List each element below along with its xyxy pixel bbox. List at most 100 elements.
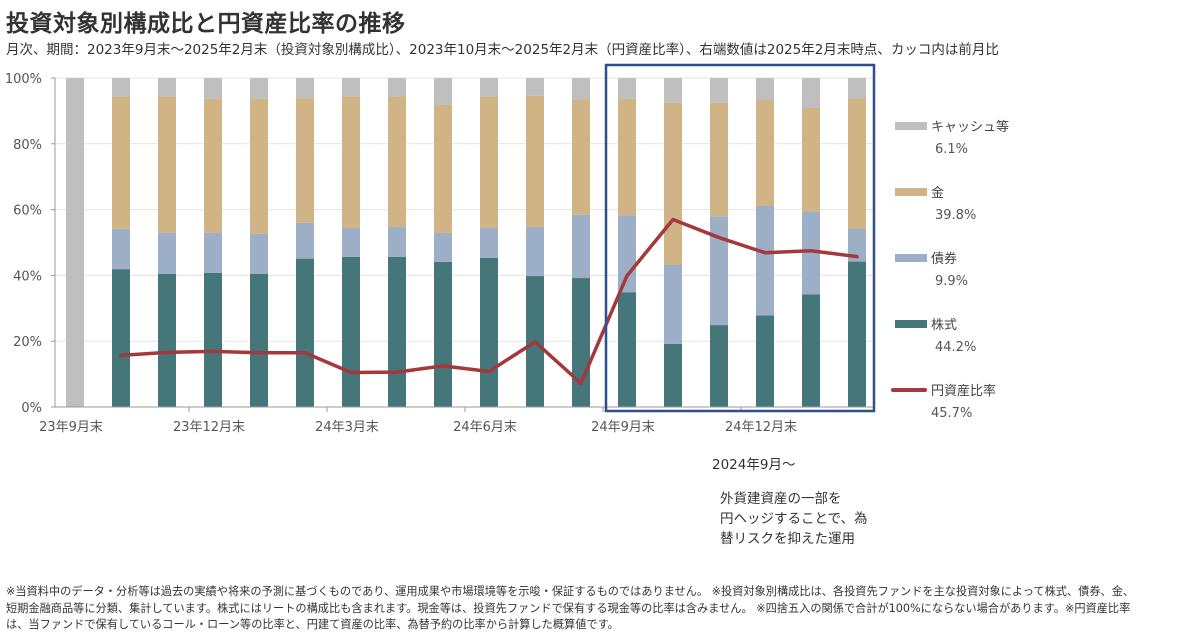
legend-label: 円資産比率 — [931, 383, 996, 399]
chart-title: 投資対象別構成比と円資産比率の推移 — [6, 11, 406, 37]
legend-swatch — [895, 320, 927, 328]
bar-segment — [480, 257, 498, 407]
bar-segment — [388, 227, 406, 257]
bar-segment — [802, 294, 820, 407]
x-tick-label: 24年6月末 — [453, 420, 517, 435]
bar-segment — [204, 98, 222, 233]
footnote-line: は、当ファンドで保有しているコール・ローン等の比率と、円建て資産の比率、為替予約… — [6, 618, 619, 631]
legend-value: 39.8% — [935, 208, 976, 223]
annotation-heading: 2024年9月～ — [712, 457, 796, 473]
bar-segment — [572, 99, 590, 215]
bar-segment — [802, 107, 820, 212]
bar-segment — [480, 78, 498, 97]
bar-segment — [434, 104, 452, 233]
bar-segment — [434, 261, 452, 407]
legend-value: 6.1% — [935, 142, 968, 157]
bar-segment — [434, 78, 452, 105]
bar-segment — [710, 216, 728, 326]
bar-segment — [250, 78, 268, 99]
bar-segment — [158, 96, 176, 233]
bar-segment — [756, 78, 774, 101]
y-axis: 0% 20% 40% 60% 80% 100% — [5, 72, 56, 416]
x-tick-label: 24年3月末 — [315, 420, 379, 435]
bar-segment — [664, 264, 682, 344]
y-tick-label: 0% — [21, 401, 42, 416]
chart-subtitle: 月次、期間：2023年9月末～2025年2月末（投資対象別構成比）、2023年1… — [6, 42, 999, 58]
legend-value: 44.2% — [935, 340, 976, 355]
x-axis: 23年9月末 23年12月末 24年3月末 24年6月末 24年9月末 24年12月末 — [39, 406, 875, 435]
x-tick-label: 24年12月末 — [725, 420, 797, 435]
bar-segment — [296, 222, 314, 259]
legend-label: 債券 — [931, 251, 957, 267]
bar-segment — [388, 256, 406, 407]
bar-segment — [848, 98, 866, 230]
bar-segment — [618, 292, 636, 407]
x-tick-label: 23年12月末 — [173, 420, 245, 435]
highlight-box — [604, 63, 876, 413]
bar-segment — [296, 78, 314, 99]
y-tick-label: 100% — [5, 72, 42, 87]
annotation-line: 替リスクを抑えた運用 — [720, 531, 855, 547]
bar-segment — [112, 78, 130, 97]
bar-segment — [756, 315, 774, 407]
legend-label: 金 — [931, 185, 944, 201]
bar-segment — [664, 78, 682, 103]
bar-segment — [572, 214, 590, 279]
grid-lines — [55, 77, 875, 342]
y-tick-label: 20% — [13, 335, 42, 350]
bar-segment — [250, 233, 268, 274]
legend: キャッシュ等 6.1% 金 39.8% 債券 9.9% 株式 44.2% 円資産比率 45.7% — [891, 119, 1009, 421]
bar-segment — [342, 256, 360, 407]
legend-value: 45.7% — [931, 406, 972, 421]
composition-chart: 0% 20% 40% 60% 80% 100% 23年9月末 23年12月末 24年3月末 24… — [5, 63, 1009, 435]
bar-segment — [480, 228, 498, 258]
bars — [66, 78, 866, 407]
bar-segment — [756, 100, 774, 206]
bar-segment — [710, 325, 728, 407]
legend-swatch — [895, 254, 927, 262]
annotation-line: 円ヘッジすることで、為 — [720, 511, 868, 527]
bar-segment — [664, 343, 682, 407]
bar-segment — [526, 95, 544, 228]
bar-segment — [434, 232, 452, 262]
bar-segment — [848, 229, 866, 262]
bar-segment — [250, 273, 268, 407]
bar-segment — [204, 232, 222, 273]
bar-segment — [388, 78, 406, 97]
bar-segment — [388, 96, 406, 228]
bar-segment — [250, 98, 268, 234]
bar-segment — [342, 228, 360, 257]
bar-segment — [572, 78, 590, 100]
y-tick-label: 80% — [13, 138, 42, 153]
legend-value: 9.9% — [935, 274, 968, 289]
bar-segment — [158, 273, 176, 407]
bar-segment — [158, 78, 176, 97]
bar-segment — [526, 227, 544, 277]
bar-segment — [342, 96, 360, 229]
bar-segment — [572, 278, 590, 407]
x-tick-label: 24年9月末 — [591, 420, 655, 435]
x-tick-label: 23年9月末 — [39, 420, 103, 435]
bar-segment — [112, 228, 130, 270]
bar-segment — [158, 232, 176, 274]
bar-segment — [618, 215, 636, 293]
bar-segment — [664, 102, 682, 265]
footnote-line: 短期金融商品等に分類、集計しています。株式にはリートの構成比も含まれます。現金等… — [6, 601, 1131, 615]
annotation: 2024年9月～ 外貨建資産の一部を 円ヘッジすることで、為 替リスクを抑えた運… — [712, 455, 868, 549]
yen-ratio-line-group — [119, 217, 859, 386]
bar-segment — [618, 78, 636, 99]
bar-segment — [710, 102, 728, 217]
bar-segment — [618, 98, 636, 216]
bar-segment — [204, 78, 222, 99]
y-tick-label: 40% — [13, 269, 42, 284]
annotation-line: 外貨建資産の一部を — [720, 491, 842, 507]
bar-segment — [802, 78, 820, 108]
bar-segment — [848, 261, 866, 407]
legend-label: キャッシュ等 — [931, 119, 1009, 135]
legend-label: 株式 — [931, 318, 957, 333]
bar-segment — [296, 98, 314, 223]
y-tick-label: 60% — [13, 204, 42, 219]
bar-segment — [802, 211, 820, 295]
bar-segment — [112, 96, 130, 229]
bar-segment — [848, 78, 866, 99]
